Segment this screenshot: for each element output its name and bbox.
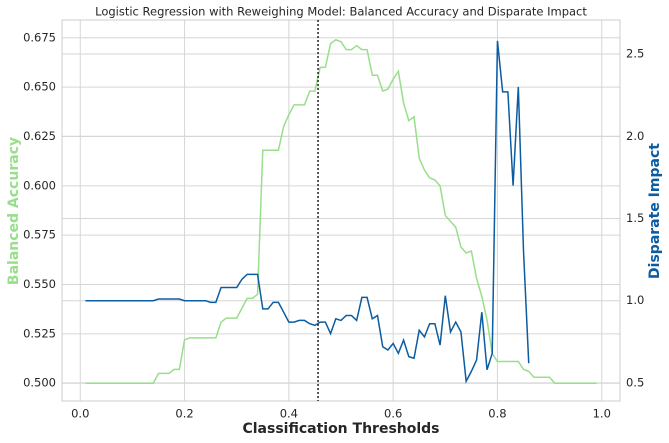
y2-tick-label: 1.0 <box>626 293 644 307</box>
chart-title: Logistic Regression with Reweighing Mode… <box>95 5 587 19</box>
y-tick-label: 0.675 <box>23 30 56 44</box>
y-tick-label: 0.625 <box>23 129 56 143</box>
y-axis-label: Balanced Accuracy <box>6 137 22 285</box>
y2-tick-label: 2.0 <box>626 129 644 143</box>
x-tick-label: 0.4 <box>280 407 298 421</box>
x-tick-label: 0.8 <box>488 407 506 421</box>
y-tick-label: 0.550 <box>23 277 56 291</box>
x-tick-label: 0.6 <box>384 407 402 421</box>
y2-tick-label: 1.5 <box>626 211 644 225</box>
x-tick-label: 0.0 <box>71 407 89 421</box>
y-tick-label: 0.650 <box>23 80 56 94</box>
data-line <box>85 40 530 384</box>
y-tick-label: 0.525 <box>23 326 56 340</box>
x-tick-label: 0.2 <box>175 407 193 421</box>
x-axis-label: Classification Thresholds <box>242 421 439 437</box>
y-tick-label: 0.575 <box>23 228 56 242</box>
y-tick-label: 0.500 <box>23 376 56 390</box>
y2-tick-label: 0.5 <box>626 375 644 389</box>
y2-tick-label: 2.5 <box>626 47 644 61</box>
x-tick-label: 1.0 <box>593 407 611 421</box>
data-line <box>85 38 597 384</box>
plot-frame <box>61 19 621 402</box>
y2-axis-label: Disparate Impact <box>647 143 663 279</box>
y-tick-label: 0.600 <box>23 178 56 192</box>
